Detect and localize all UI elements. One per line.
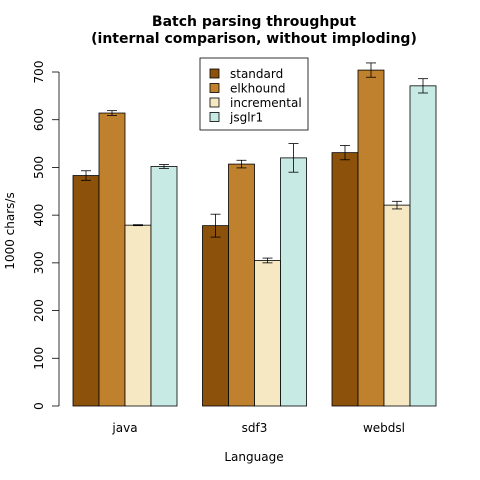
y-tick-label-300: 300 — [32, 251, 46, 274]
error-bar-java-elkhound — [107, 110, 117, 116]
error-bar-webdsl-incremental — [392, 200, 402, 210]
legend-label-incremental: incremental — [230, 96, 302, 110]
legend-label-jsglr1: jsglr1 — [229, 111, 263, 125]
bar-sdf3-incremental — [254, 260, 281, 407]
x-axis: java sdf3 webdsl — [111, 421, 405, 435]
error-bar-sdf3-standard — [210, 213, 221, 238]
y-tick-label-600: 600 — [32, 108, 46, 131]
bar-sdf3-elkhound — [228, 163, 255, 407]
bars-group — [72, 62, 437, 407]
bar-webdsl-jsglr1 — [409, 85, 437, 407]
error-bar-webdsl-elkhound — [366, 62, 376, 78]
bar-java-elkhound — [98, 112, 126, 407]
legend-swatch-elkhound — [209, 83, 220, 93]
y-axis: 0 100 200 300 400 500 600 700 — [32, 61, 60, 410]
legend-label-elkhound: elkhound — [230, 82, 285, 96]
error-bar-sdf3-jsglr1 — [288, 143, 299, 173]
legend-swatch-standard — [209, 68, 220, 79]
error-bar-sdf3-elkhound — [236, 159, 247, 169]
x-tick-label-sdf3: sdf3 — [242, 421, 268, 435]
bar-webdsl-elkhound — [357, 69, 385, 407]
y-tick-label-500: 500 — [32, 156, 46, 179]
bar-sdf3-standard — [202, 225, 229, 407]
x-tick-label-webdsl: webdsl — [363, 421, 405, 435]
error-bar-java-jsglr1 — [159, 164, 169, 169]
error-bar-sdf3-incremental — [262, 257, 273, 264]
x-axis-label: Language — [224, 450, 283, 464]
y-tick-label-400: 400 — [32, 204, 46, 227]
legend-swatch-jsglr1 — [209, 112, 220, 122]
legend-swatch-incremental — [209, 97, 220, 108]
error-bar-java-incremental — [133, 224, 143, 227]
bar-java-standard — [72, 175, 100, 407]
error-bar-webdsl-standard — [340, 145, 350, 161]
x-tick-label-java: java — [111, 421, 137, 435]
chart-title-line-1: Batch parsing throughput — [152, 14, 356, 30]
error-bar-java-standard — [81, 170, 91, 181]
y-tick-label-700: 700 — [32, 61, 46, 84]
y-tick-label-100: 100 — [32, 347, 46, 370]
y-axis-label: 1000 chars/s — [3, 192, 17, 269]
y-tick-label-0: 0 — [32, 402, 46, 410]
y-tick-label-200: 200 — [32, 299, 46, 322]
bar-java-incremental — [124, 224, 152, 407]
error-bar-webdsl-jsglr1 — [418, 78, 428, 94]
bar-webdsl-standard — [331, 152, 359, 407]
bar-java-jsglr1 — [150, 166, 178, 407]
legend-label-standard: standard — [230, 67, 283, 81]
bar-sdf3-jsglr1 — [280, 157, 307, 407]
chart-title-line-2: (internal comparison, without imploding) — [91, 31, 417, 47]
bar-webdsl-incremental — [383, 204, 411, 407]
